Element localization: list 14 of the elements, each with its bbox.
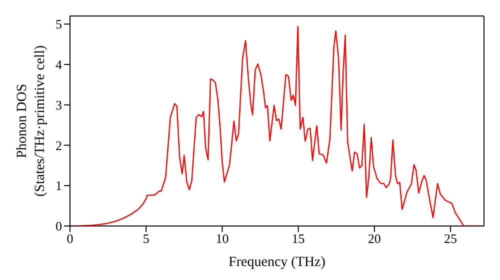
x-axis-title: Frequency (THz) <box>228 255 326 270</box>
y-tick-label: 0 <box>56 218 62 234</box>
y-tick-label: 3 <box>56 97 62 112</box>
y-tick-label: 2 <box>56 138 62 153</box>
x-tick-label: 0 <box>66 231 74 246</box>
x-tick-label: 10 <box>216 231 229 246</box>
y-tick-label: 5 <box>56 16 62 32</box>
x-tick-label: 5 <box>142 231 150 246</box>
y-axis-title: Phonon DOS (States/THz·primitive cell) <box>15 45 48 197</box>
x-tick-label: 25 <box>444 231 458 246</box>
y-tick-label: 1 <box>56 178 62 194</box>
x-tick-label: 15 <box>292 231 305 246</box>
x-tick-label: 20 <box>368 231 381 246</box>
y-tick-label: 4 <box>56 57 62 72</box>
